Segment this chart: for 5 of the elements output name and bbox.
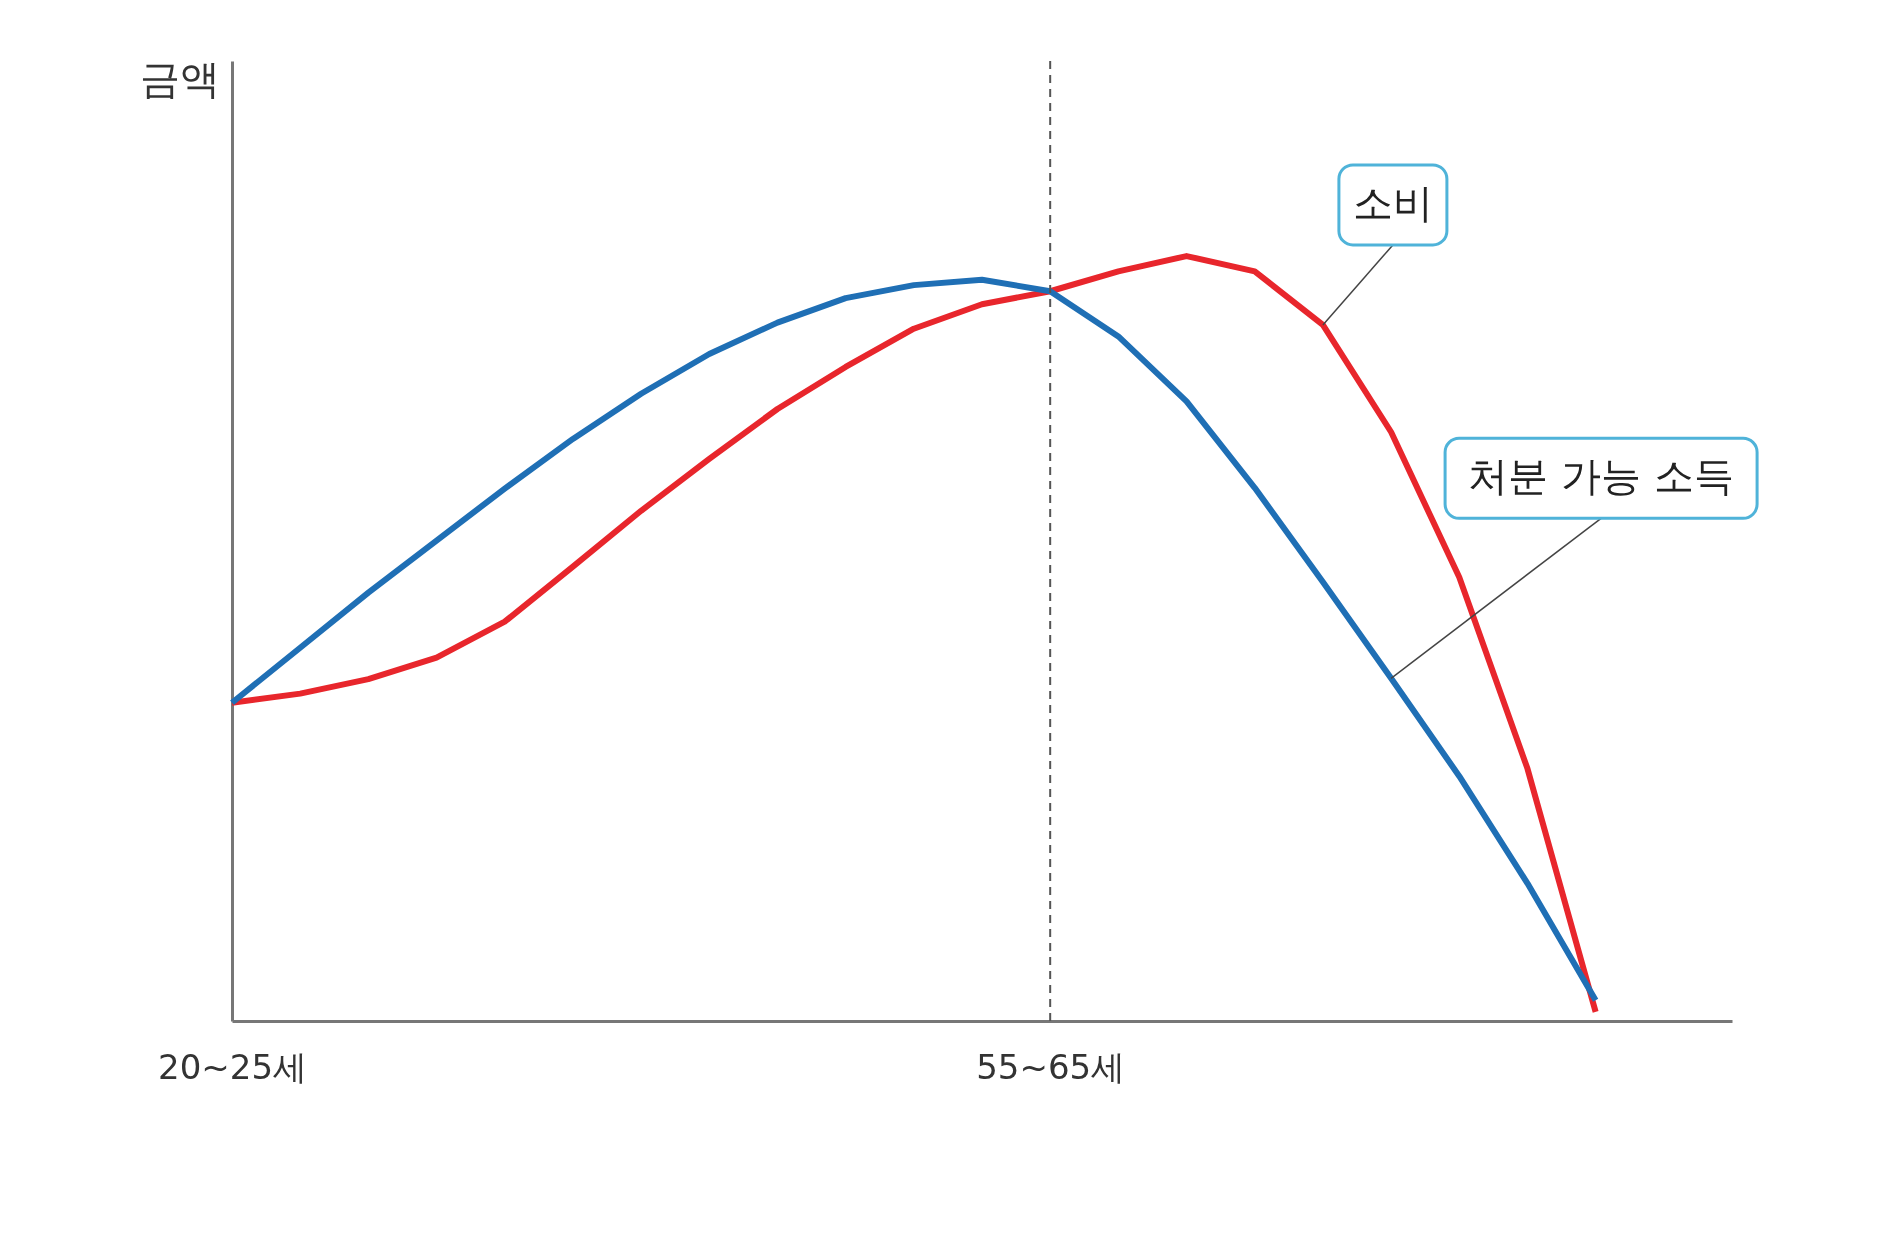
x-tick-label: 20~25세 [157, 1046, 308, 1087]
text: 소비 [1352, 179, 1433, 226]
y-axis-title: 금액 [140, 56, 220, 102]
x-tick-label: 55~65세 [976, 1046, 1126, 1087]
text: 처분 가능 소득 [1468, 453, 1734, 500]
